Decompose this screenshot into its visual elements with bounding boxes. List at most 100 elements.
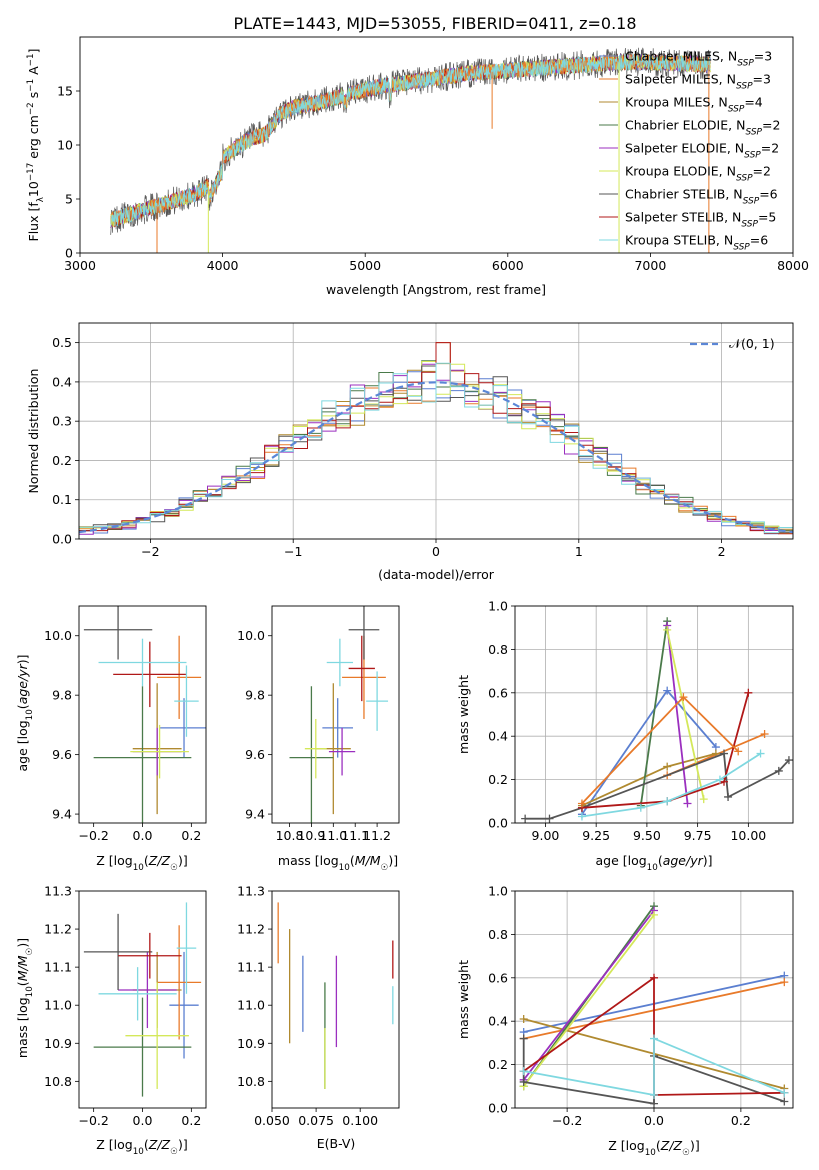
x-tick-label: −2 (141, 544, 159, 559)
weight-marker (650, 1034, 658, 1043)
weight-line-kroupa-stelib (523, 1037, 785, 1097)
y-tick-label: 15 (57, 84, 73, 99)
x-tick-label: 0.2 (731, 1113, 751, 1128)
legend-label: Chabrier ELODIE, NSSP=2 (625, 118, 780, 138)
x-tick-label: 2 (718, 544, 726, 559)
y-tick-label: 0.8 (488, 927, 508, 942)
figure-title: PLATE=1443, MJD=53055, FIBERID=0411, z=0… (233, 14, 636, 33)
x-tick-label: 0.0 (133, 828, 153, 843)
x-tick-label: 9.25 (582, 828, 610, 843)
spectrum-line-kroupa-stelib (110, 53, 711, 228)
weight-marker (650, 910, 658, 919)
x-tick-label: 9.00 (532, 828, 560, 843)
legend: Chabrier MILES, NSSP=3 Salpeter MILES, NS… (599, 49, 780, 253)
y-tick-label: 9.4 (52, 807, 72, 822)
x-axis-label: (data-model)/error (378, 567, 495, 582)
legend-label: Chabrier MILES, NSSP=3 (625, 49, 772, 69)
plot-mass_vs_Z: −0.2 0.0 0.2 10.8 10.9 11.0 11.1 11.2 11.3 Z [log… (15, 884, 207, 1157)
legend-label: Chabrier STELIB, NSSP=6 (625, 187, 778, 207)
weight-marker (650, 1099, 658, 1108)
y-axis-label: Normed distribution (26, 369, 41, 494)
weight-marker (545, 814, 554, 823)
y-tick-label: 0.5 (52, 335, 72, 350)
weight-marker (577, 812, 586, 821)
y-axis-label: mass weight (456, 675, 471, 754)
x-axis-label: Z [log10(Z/Z☉)] (96, 853, 187, 873)
plot-area (521, 617, 793, 823)
x-tick-label: 1 (575, 544, 583, 559)
y-axis-label: age [log10(age/yr)] (15, 654, 35, 771)
weight-line-salpeter-elodie (522, 909, 655, 1081)
spectrum-line-kroupa-elodie (110, 53, 711, 227)
weight-marker (519, 1067, 528, 1076)
y-tick-label: 0.8 (488, 642, 508, 657)
y-tick-label: 11.2 (237, 922, 265, 937)
x-tick-label: 10.00 (730, 828, 766, 843)
y-tick-label: 0.6 (488, 685, 508, 700)
y-tick-label: 0.0 (488, 816, 508, 831)
weight-marker (715, 775, 724, 784)
x-tick-label: −0.2 (78, 1113, 108, 1128)
plot-residuals: −2 −1 0 1 2 0.0 0.1 0.2 0.3 0.4 0.5 𝒩(0, 1) (data-mo… (26, 322, 794, 582)
x-tick-label: 9.75 (684, 828, 712, 843)
plot-age_vs_mass: 10.810.911.011.111.2 9.4 9.6 9.8 10.0 mass [l… (237, 605, 400, 873)
x-tick-label: 10.8 (276, 828, 304, 843)
legend-label: 𝒩(0, 1) (729, 336, 775, 351)
weight-marker (683, 799, 692, 808)
legend-label: Kroupa STELIB, NSSP=6 (625, 233, 768, 253)
x-axis-label: wavelength [Angstrom, rest frame] (326, 282, 546, 297)
weight-marker (519, 1015, 528, 1024)
weight-line-kroupa-elodie (666, 629, 705, 800)
y-tick-label: 9.4 (245, 807, 265, 822)
weight-marker (760, 730, 769, 739)
y-tick-label: 0.4 (52, 374, 72, 389)
gaussian-reference-curve (79, 381, 793, 534)
weight-line-salpeter-miles (581, 695, 739, 805)
weight-marker (521, 814, 530, 823)
x-tick-label: 11.2 (363, 828, 391, 843)
y-tick-label: 0.4 (488, 1014, 508, 1029)
weight-marker (780, 1097, 789, 1106)
x-tick-label: 11.1 (341, 828, 369, 843)
x-tick-label: 8000 (777, 258, 809, 273)
x-axis-label: mass [log10(M/M☉)] (278, 853, 398, 873)
y-tick-label: 11.1 (44, 960, 72, 975)
x-tick-label: 0.0 (133, 1113, 153, 1128)
weight-marker (519, 1034, 528, 1043)
axes-frame (271, 605, 400, 824)
legend-label: Salpeter ELODIE, NSSP=2 (625, 141, 779, 161)
x-tick-label: 3000 (64, 258, 96, 273)
x-tick-label: −0.2 (78, 828, 108, 843)
weight-marker (577, 799, 586, 808)
y-tick-label: 0.3 (52, 414, 72, 429)
weight-line-salpeter-stelib (581, 692, 750, 809)
spectrum-line-salpeter-stelib (110, 54, 711, 228)
x-tick-label: 5000 (349, 258, 381, 273)
y-tick-label: 0 (65, 246, 73, 261)
y-tick-label: 11.1 (237, 960, 265, 975)
x-tick-label: 10.9 (297, 828, 325, 843)
x-tick-label: 11.0 (319, 828, 347, 843)
x-axis-label: Z [log10(Z/Z☉)] (608, 1138, 699, 1158)
weight-marker (519, 1077, 528, 1086)
y-tick-label: 9.6 (52, 747, 72, 762)
x-axis-label: E(B-V) (317, 1136, 356, 1151)
plot-area (83, 606, 206, 823)
y-tick-label: 10.9 (44, 1036, 72, 1051)
x-axis-label: age [log10(age/yr)] (595, 853, 712, 873)
weight-marker (650, 973, 658, 982)
weight-marker (663, 762, 672, 771)
plot-area (277, 902, 394, 1089)
weight-marker (663, 625, 672, 634)
y-axis-label: Flux [fλ10−17 erg cm−2 s−1 A−1] (26, 49, 46, 242)
plot-area (110, 47, 711, 253)
y-tick-label: 10.0 (44, 628, 72, 643)
weight-marker (650, 1090, 658, 1099)
weight-marker (734, 747, 743, 756)
weight-line-chabrier-elodie (639, 621, 669, 806)
y-tick-label: 10.8 (237, 1074, 265, 1089)
y-tick-label: 1.0 (488, 599, 508, 614)
y-tick-label: 0.2 (488, 772, 508, 787)
legend-label: Salpeter MILES, NSSP=3 (625, 72, 771, 92)
x-tick-label: 0.2 (181, 828, 201, 843)
